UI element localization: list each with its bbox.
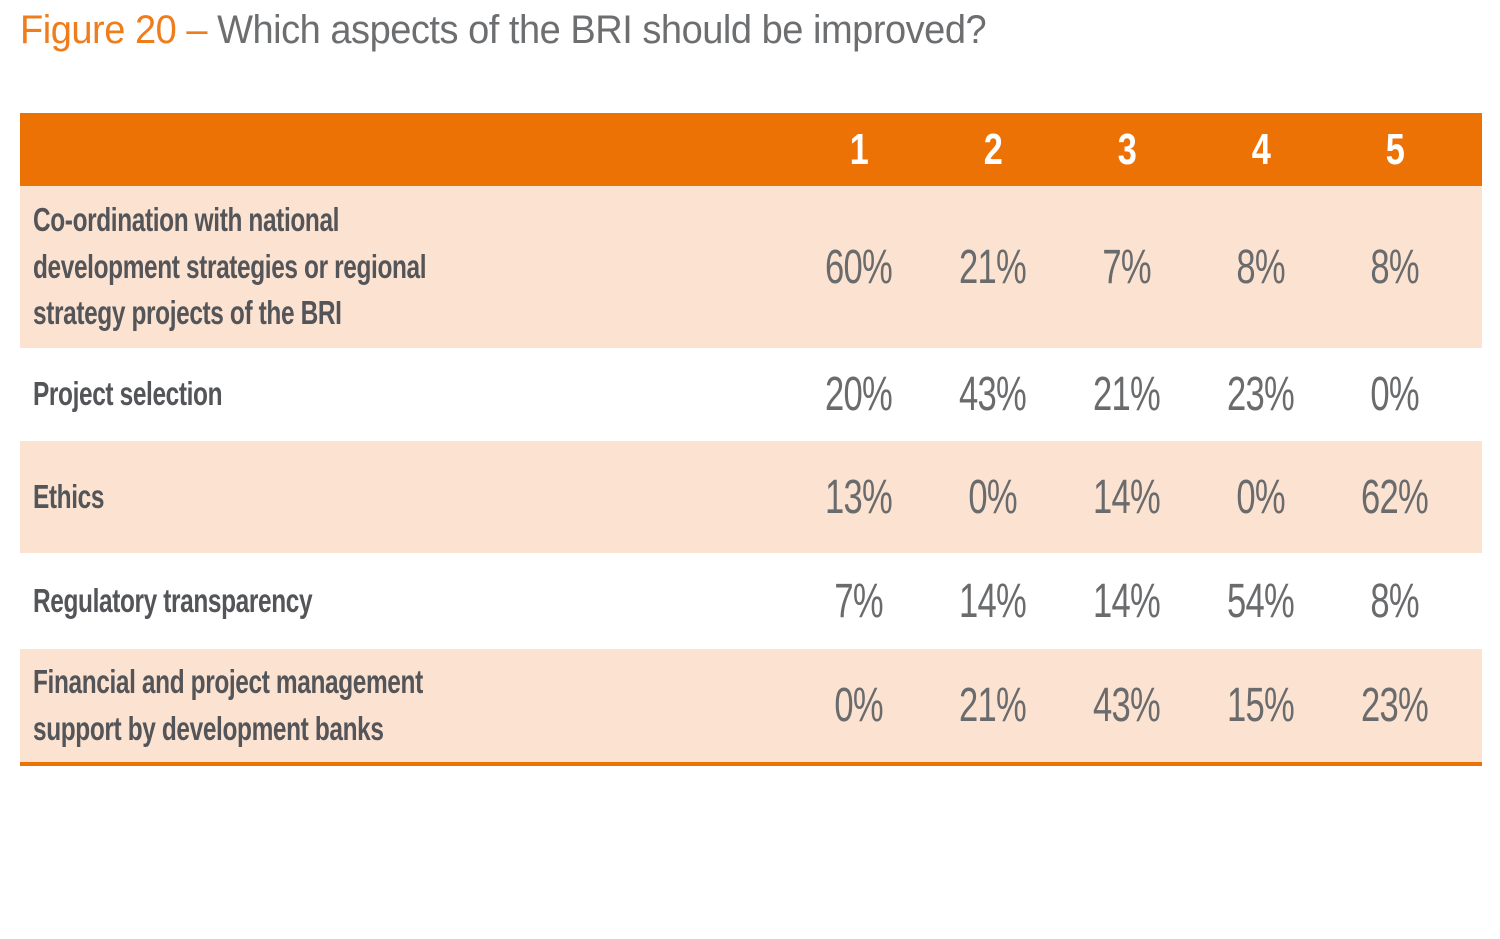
cell-value: 60% <box>825 240 893 294</box>
column-header-cell-5: 5 <box>1328 125 1462 175</box>
value-cell: 8% <box>1194 240 1328 295</box>
value-cell: 8% <box>1328 574 1462 629</box>
table-row-ethics: Ethics 13% 0% 14% 0% 62% <box>20 441 1482 553</box>
cell-value: 13% <box>825 470 893 524</box>
cell-value: 8% <box>1236 240 1286 294</box>
cell-value: 14% <box>1093 574 1161 628</box>
table-row-regulatory-transparency: Regulatory transparency 7% 14% 14% 54% 8… <box>20 553 1482 649</box>
value-cell: 7% <box>1060 240 1194 295</box>
row-label: Co-ordination with national development … <box>33 200 427 332</box>
cell-value: 14% <box>959 574 1027 628</box>
value-cell: 21% <box>926 240 1060 295</box>
value-cell: 62% <box>1328 470 1462 525</box>
column-header-5: 5 <box>1385 124 1405 174</box>
cell-value: 21% <box>959 679 1027 732</box>
column-header-cell-1: 1 <box>792 125 926 175</box>
value-cell: 0% <box>1328 367 1462 422</box>
figure-number-label: Figure 20 – <box>20 8 208 52</box>
cell-value: 8% <box>1370 574 1420 628</box>
column-header-1: 1 <box>849 124 869 174</box>
row-label-cell: Co-ordination with national development … <box>20 197 792 338</box>
column-header-cell-4: 4 <box>1194 125 1328 175</box>
column-header-2: 2 <box>983 124 1003 174</box>
value-cell: 54% <box>1194 574 1328 629</box>
figure-title: Figure 20 – Which aspects of the BRI sho… <box>20 8 1037 53</box>
cell-value: 54% <box>1227 574 1295 628</box>
cell-value: 0% <box>1236 470 1286 524</box>
value-cell: 13% <box>792 470 926 525</box>
cell-value: 62% <box>1361 470 1429 524</box>
value-cell: 21% <box>926 678 1060 733</box>
value-cell: 0% <box>792 678 926 733</box>
cell-value: 7% <box>1102 240 1152 294</box>
table-row-project-selection: Project selection 20% 43% 21% 23% 0% <box>20 348 1482 441</box>
cell-value: 14% <box>1093 470 1161 524</box>
cell-value: 7% <box>834 574 884 628</box>
cell-value: 0% <box>834 679 884 732</box>
figure-question: Which aspects of the BRI should be impro… <box>217 8 987 52</box>
row-label: Financial and project management support… <box>33 662 423 747</box>
row-label-cell: Financial and project management support… <box>20 659 792 753</box>
cell-value: 21% <box>959 240 1027 294</box>
value-cell: 14% <box>1060 470 1194 525</box>
column-header-cell-2: 2 <box>926 125 1060 175</box>
value-cell: 43% <box>926 367 1060 422</box>
cell-value: 23% <box>1361 679 1429 732</box>
column-header-cell-3: 3 <box>1060 125 1194 175</box>
ratings-table: 1 2 3 4 5 Co-ordination with national de… <box>20 113 1482 766</box>
value-cell: 23% <box>1194 367 1328 422</box>
value-cell: 7% <box>792 574 926 629</box>
value-cell: 20% <box>792 367 926 422</box>
cell-value: 21% <box>1093 368 1161 421</box>
value-cell: 23% <box>1328 678 1462 733</box>
cell-value: 23% <box>1227 368 1295 421</box>
cell-value: 0% <box>968 470 1018 524</box>
row-label-cell: Project selection <box>20 371 792 418</box>
value-cell: 14% <box>1060 574 1194 629</box>
value-cell: 15% <box>1194 678 1328 733</box>
value-cell: 8% <box>1328 240 1462 295</box>
table-header-row: 1 2 3 4 5 <box>20 113 1482 186</box>
row-label: Ethics <box>33 477 105 515</box>
value-cell: 14% <box>926 574 1060 629</box>
cell-value: 8% <box>1370 240 1420 294</box>
row-label-cell: Ethics <box>20 474 792 521</box>
row-label: Project selection <box>33 375 223 413</box>
value-cell: 21% <box>1060 367 1194 422</box>
value-cell: 0% <box>1194 470 1328 525</box>
cell-value: 43% <box>959 368 1027 421</box>
column-header-4: 4 <box>1251 124 1271 174</box>
value-cell: 0% <box>926 470 1060 525</box>
cell-value: 0% <box>1370 368 1420 421</box>
figure-title-text: Figure 20 – Which aspects of the BRI sho… <box>20 8 987 53</box>
row-label-cell: Regulatory transparency <box>20 578 792 625</box>
value-cell: 60% <box>792 240 926 295</box>
row-label: Regulatory transparency <box>33 581 313 619</box>
table-row-financial-support: Financial and project management support… <box>20 649 1482 762</box>
table-row-coordination: Co-ordination with national development … <box>20 186 1482 348</box>
value-cell: 43% <box>1060 678 1194 733</box>
cell-value: 15% <box>1227 679 1295 732</box>
column-header-3: 3 <box>1117 124 1137 174</box>
cell-value: 43% <box>1093 679 1161 732</box>
cell-value: 20% <box>825 368 893 421</box>
